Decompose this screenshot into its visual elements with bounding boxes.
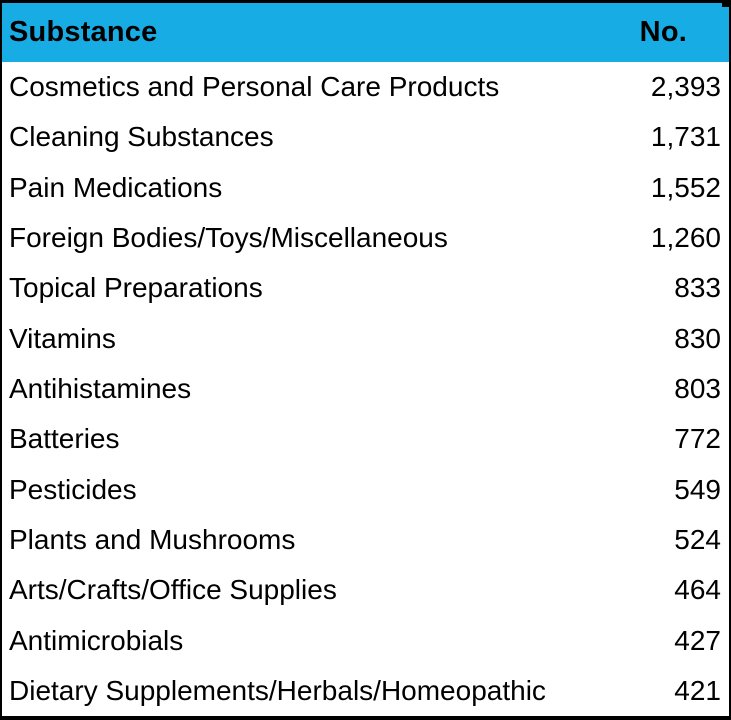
table-row: Pain Medications 1,552 <box>2 162 729 213</box>
substance-cell: Arts/Crafts/Office Supplies <box>9 574 337 606</box>
substance-cell: Plants and Mushrooms <box>9 523 296 555</box>
substance-cell: Dietary Supplements/Herbals/Homeopathic <box>9 674 546 706</box>
table-row: Foreign Bodies/Toys/Miscellaneous 1,260 <box>2 212 729 264</box>
count-cell: 549 <box>674 473 721 505</box>
table-row: Antihistamines 803 <box>2 363 729 415</box>
substance-cell: Topical Preparations <box>9 272 263 304</box>
table-row: Topical Preparations 833 <box>2 263 729 314</box>
table-row: Arts/Crafts/Office Supplies 464 <box>2 565 729 616</box>
table-header-row: Substance No. <box>2 3 729 62</box>
count-cell: 772 <box>674 423 721 455</box>
table-row: Antimicrobials 427 <box>2 615 729 666</box>
table-row: Dietary Supplements/Herbals/Homeopathic … <box>2 665 729 716</box>
count-cell: 427 <box>674 624 721 656</box>
substance-cell: Antimicrobials <box>9 624 184 656</box>
count-cell: 833 <box>674 272 721 304</box>
table-row: Cleaning Substances 1,731 <box>2 112 729 163</box>
count-cell: 524 <box>674 523 721 555</box>
count-cell: 830 <box>674 322 721 354</box>
substance-cell: Foreign Bodies/Toys/Miscellaneous <box>9 222 448 254</box>
header-no: No. <box>639 16 687 48</box>
substance-cell: Cleaning Substances <box>9 121 274 153</box>
table-row: Vitamins 830 <box>2 313 729 364</box>
table-row: Cosmetics and Personal Care Products 2,3… <box>2 62 729 113</box>
substance-cell: Pesticides <box>9 473 137 505</box>
substance-cell: Pain Medications <box>9 171 223 203</box>
table-body: Cosmetics and Personal Care Products 2,3… <box>2 62 729 716</box>
count-cell: 2,393 <box>650 71 721 103</box>
count-cell: 1,552 <box>650 171 721 203</box>
substance-cell: Vitamins <box>9 322 116 354</box>
top-right-border-notch <box>722 3 729 7</box>
count-cell: 1,260 <box>650 222 721 254</box>
substance-cell: Batteries <box>9 423 120 455</box>
table-row: Plants and Mushrooms 524 <box>2 514 729 566</box>
table-row: Batteries 772 <box>2 414 729 465</box>
header-substance: Substance <box>9 16 158 48</box>
substance-cell: Cosmetics and Personal Care Products <box>9 71 500 103</box>
substance-cell: Antihistamines <box>9 373 192 405</box>
table-row: Pesticides 549 <box>2 464 729 515</box>
count-cell: 421 <box>674 674 721 706</box>
count-cell: 1,731 <box>650 121 721 153</box>
count-cell: 803 <box>674 373 721 405</box>
count-cell: 464 <box>674 574 721 606</box>
